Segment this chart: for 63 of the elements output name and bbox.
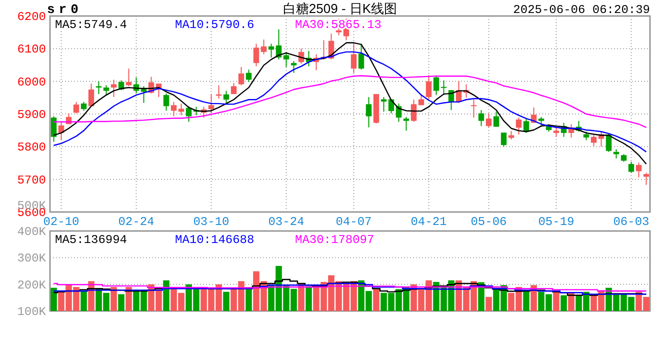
candlestick bbox=[50, 116, 57, 142]
candlestick bbox=[238, 66, 244, 86]
x-tick-label: 04-07 bbox=[336, 215, 372, 229]
candlestick bbox=[440, 80, 447, 96]
candlestick bbox=[350, 43, 357, 74]
candlestick bbox=[358, 43, 364, 70]
candlestick bbox=[636, 162, 642, 178]
candlestick bbox=[260, 39, 267, 55]
candlestick bbox=[170, 101, 177, 117]
candlestick bbox=[410, 99, 417, 122]
y-tick-label: 5900 bbox=[17, 108, 46, 122]
candlestick bbox=[470, 99, 477, 118]
chart-title: 白糖2509 - 日K线图 bbox=[282, 1, 398, 16]
candlestick bbox=[223, 90, 230, 104]
x-tick-label: 04-21 bbox=[410, 215, 447, 229]
text: MA5:136994 bbox=[55, 233, 128, 247]
candlestick bbox=[590, 134, 597, 147]
candlestick bbox=[426, 74, 432, 100]
text: MA30:178097 bbox=[295, 233, 374, 247]
candlestick bbox=[366, 96, 372, 128]
text: MA5:5749.4 bbox=[55, 18, 128, 32]
candlestick bbox=[126, 68, 132, 87]
y-tick-label: 6200 bbox=[17, 10, 46, 24]
y-tick-label: 5700 bbox=[17, 173, 46, 188]
y-tick-label: 300K bbox=[17, 252, 47, 266]
y-tick-label: 6000 bbox=[17, 75, 46, 90]
candlestick bbox=[553, 126, 560, 138]
candlestick bbox=[96, 80, 102, 95]
candlestick bbox=[486, 112, 492, 128]
candlestick bbox=[246, 69, 252, 82]
y-tick-label: 100K bbox=[17, 305, 47, 319]
candlestick bbox=[88, 83, 94, 107]
y-tick-label: 6100 bbox=[17, 42, 46, 57]
x-tick-label: 05-06 bbox=[470, 215, 507, 229]
candlestick bbox=[643, 172, 650, 186]
text: MA10:146688 bbox=[175, 233, 254, 247]
y-tick-label: 5800 bbox=[17, 140, 46, 155]
candlestick bbox=[186, 106, 192, 122]
candlestick bbox=[628, 161, 634, 174]
candlestick bbox=[73, 101, 80, 114]
candlestick bbox=[500, 132, 507, 148]
candlestick bbox=[290, 60, 297, 74]
x-tick-label: 05-19 bbox=[538, 215, 574, 229]
candlestick bbox=[433, 76, 440, 96]
y-tick-label: 200K bbox=[17, 278, 47, 292]
candlestick bbox=[493, 111, 500, 128]
candlestick bbox=[403, 116, 410, 132]
text: MA10:5790.6 bbox=[175, 18, 254, 32]
x-tick-label: 03-10 bbox=[193, 215, 230, 229]
annotation: sr0 bbox=[47, 2, 82, 17]
x-tick-label: 02-24 bbox=[118, 215, 154, 229]
candlestick bbox=[523, 118, 530, 134]
candlestick bbox=[478, 110, 484, 127]
candlestick bbox=[283, 51, 290, 68]
x-tick-label: 03-24 bbox=[268, 215, 304, 229]
candlestick bbox=[538, 116, 544, 127]
candlestick bbox=[208, 94, 214, 114]
candlestick bbox=[163, 92, 170, 112]
candlestick bbox=[103, 84, 110, 96]
x-tick-label: 06-03 bbox=[613, 215, 650, 229]
candlestick bbox=[516, 117, 522, 136]
annotation: 2025-06-06 06:20:39 bbox=[513, 3, 650, 17]
candlestick bbox=[253, 43, 260, 67]
